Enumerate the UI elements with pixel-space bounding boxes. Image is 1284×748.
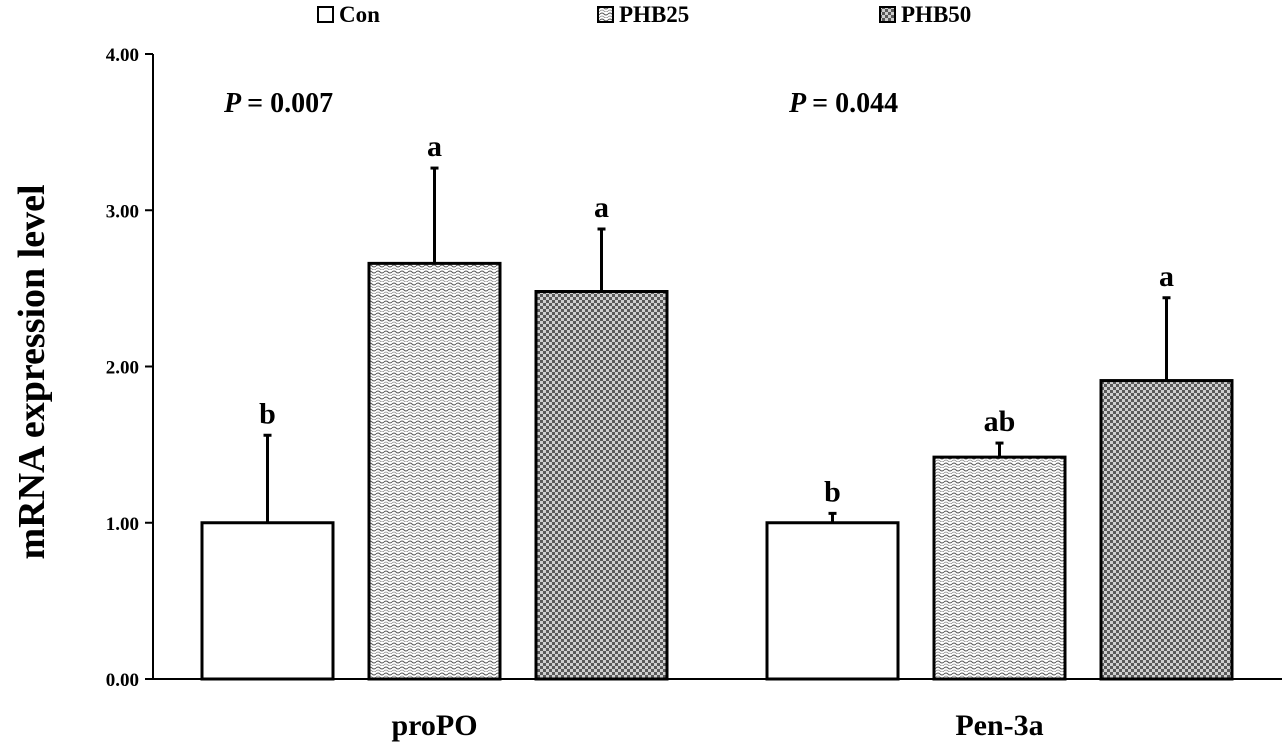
legend-swatch-phb50 <box>879 6 896 23</box>
bar-phb25-propo <box>367 261 502 681</box>
y-tick-label: 1.00 <box>106 514 139 535</box>
bars <box>200 166 1234 681</box>
axes: 0.00 1.00 2.00 3.00 4.00 proPO Pen-3a <box>106 45 1282 742</box>
y-tick-label: 2.00 <box>106 358 139 379</box>
x-tick-label: proPO <box>391 709 477 742</box>
legend: Con PHB25 PHB50 <box>317 2 971 27</box>
p-value-annotation: P = 0.007 <box>223 88 333 119</box>
legend-label-con: Con <box>339 2 380 27</box>
significance-letter: ab <box>984 405 1016 438</box>
y-axis-label: mRNA expression level <box>11 184 53 559</box>
p-value-annotation: P = 0.044 <box>788 88 898 119</box>
x-tick-label: Pen-3a <box>955 709 1043 742</box>
bar-con-pen-3a <box>765 521 900 681</box>
significance-letter: a <box>1159 260 1174 293</box>
y-tick-label: 0.00 <box>106 670 139 691</box>
significance-letter: b <box>259 397 276 430</box>
significance-letter: a <box>427 130 442 163</box>
legend-swatch-con <box>317 6 334 23</box>
y-tick-label: 4.00 <box>106 45 139 66</box>
y-tick-label: 3.00 <box>106 201 139 222</box>
bar-phb25-pen-3a <box>932 455 1067 681</box>
significance-letter: b <box>824 475 841 508</box>
legend-label-phb50: PHB50 <box>901 2 971 27</box>
bar-phb50-propo <box>534 290 669 681</box>
legend-label-phb25: PHB25 <box>619 2 689 27</box>
bar-phb50-pen-3a <box>1099 379 1234 681</box>
legend-swatch-phb25 <box>597 6 614 23</box>
annotations: b a a P = 0.007 b ab a P = 0.044 <box>223 88 1174 508</box>
bar-con-propo <box>200 521 335 681</box>
significance-letter: a <box>594 191 609 224</box>
